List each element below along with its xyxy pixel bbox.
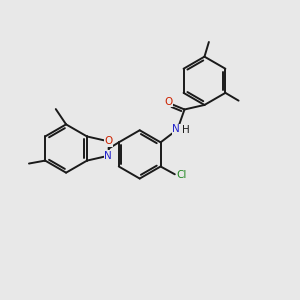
Text: N: N — [104, 151, 112, 161]
Text: O: O — [164, 97, 173, 107]
Text: H: H — [182, 125, 190, 135]
Text: O: O — [104, 136, 112, 146]
Text: N: N — [172, 124, 180, 134]
Text: Cl: Cl — [176, 170, 187, 181]
